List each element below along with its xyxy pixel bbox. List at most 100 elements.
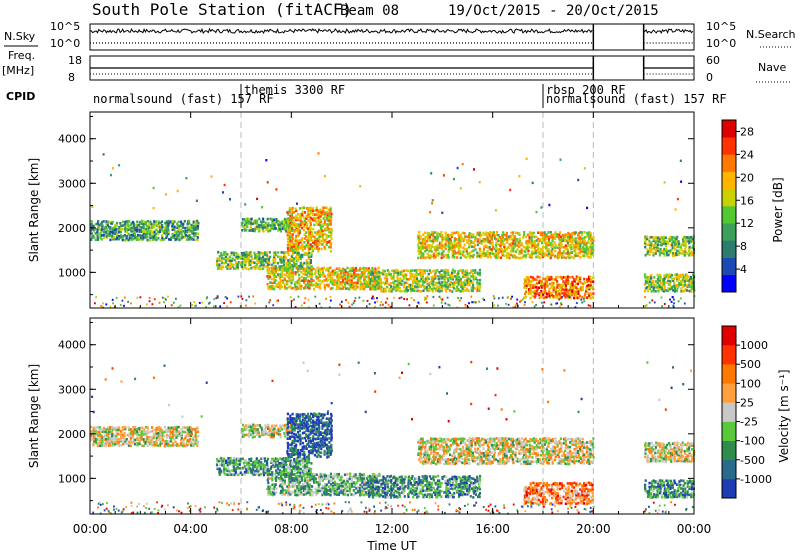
echo-cell [549,256,552,260]
echo-cell [552,288,555,292]
echo-cell [691,239,695,243]
ground-scatter-cell [300,304,303,307]
echo-cell [252,460,255,464]
freq-trace [90,56,694,80]
echo-cell [249,263,252,267]
echo-cell [503,233,506,237]
echo-cell [560,290,563,293]
echo-cell [352,489,355,492]
echo-cell [289,221,292,225]
echo-cell [438,281,441,284]
echo-cell [346,473,349,476]
echo-cell [462,273,465,276]
echo-cell [566,255,569,259]
ground-scatter-cell [254,302,257,305]
echo-cell [295,222,298,226]
echo-cell [386,282,389,285]
echo-cell [389,272,393,276]
echo-cell [325,227,328,231]
freq-unit: [MHz] [2,64,34,77]
echo-cell [142,236,145,239]
echo-cell [577,289,580,293]
echo-cell [290,479,293,482]
echo-cell [509,235,512,238]
echo-cell [510,245,513,248]
echo-cell [152,226,156,229]
echo-cell [276,267,279,270]
echo-cell [323,285,326,289]
echo-cell [557,251,561,255]
echo-cell [296,493,299,497]
echo-cell [309,245,312,249]
echo-cell [289,490,292,494]
echo-cell [302,471,305,474]
echo-cell [535,245,538,249]
echo-cell [430,276,433,279]
echo-cell [478,235,481,238]
echo-cell [690,277,693,280]
echo-cell [393,283,396,286]
noise-cell [583,167,586,170]
echo-cell [266,265,269,268]
echo-cell [466,241,469,244]
echo-cell [289,493,292,496]
echo-cell [289,459,292,462]
echo-cell [434,271,437,274]
echo-cell [451,244,454,247]
echo-cell [585,286,588,290]
echo-cell [293,465,296,468]
echo-cell [514,237,517,241]
echo-cell [480,242,483,245]
echo-cell [415,281,418,285]
echo-cell [169,439,172,443]
echo-cell [258,217,261,221]
echo-cell [287,487,290,491]
echo-cell [250,457,253,461]
echo-cell [220,265,223,268]
echo-cell [423,239,426,243]
echo-cell [554,243,557,247]
echo-cell [284,257,287,261]
echo-cell [309,493,312,497]
echo-cell [336,271,339,274]
echo-cell [480,255,483,259]
echo-cell [273,255,276,259]
echo-cell [440,283,443,286]
echo-cell [533,247,536,251]
echo-cell [459,250,462,253]
echo-cell [337,279,340,282]
echo-cell [121,227,124,231]
echo-cell [402,275,405,278]
echo-cell [446,287,449,290]
echo-cell [526,239,529,243]
noise-cell [185,177,188,180]
echo-cell [129,438,132,441]
echo-cell [293,479,296,482]
echo-cell [558,250,561,253]
echo-cell [277,283,280,286]
echo-cell [240,265,244,269]
ground-scatter-cell [293,298,295,301]
echo-cell [563,291,566,295]
echo-cell [546,292,549,296]
echo-cell [134,439,137,443]
echo-cell [444,288,447,291]
echo-cell [175,444,178,447]
ground-scatter-cell [191,304,193,306]
echo-cell [119,439,122,443]
echo-cell [271,487,274,491]
echo-cell [279,267,282,270]
echo-cell [293,246,296,250]
echo-cell [159,444,162,448]
echo-cell [426,233,429,237]
echo-cell [180,236,183,239]
echo-cell [295,239,298,242]
echo-cell [410,290,413,293]
echo-cell [225,459,228,463]
echo-cell [140,230,144,233]
echo-cell [443,283,446,287]
echo-cell [119,224,122,228]
echo-cell [273,492,276,496]
echo-cell [329,209,332,213]
ground-scatter-cell [425,301,428,304]
